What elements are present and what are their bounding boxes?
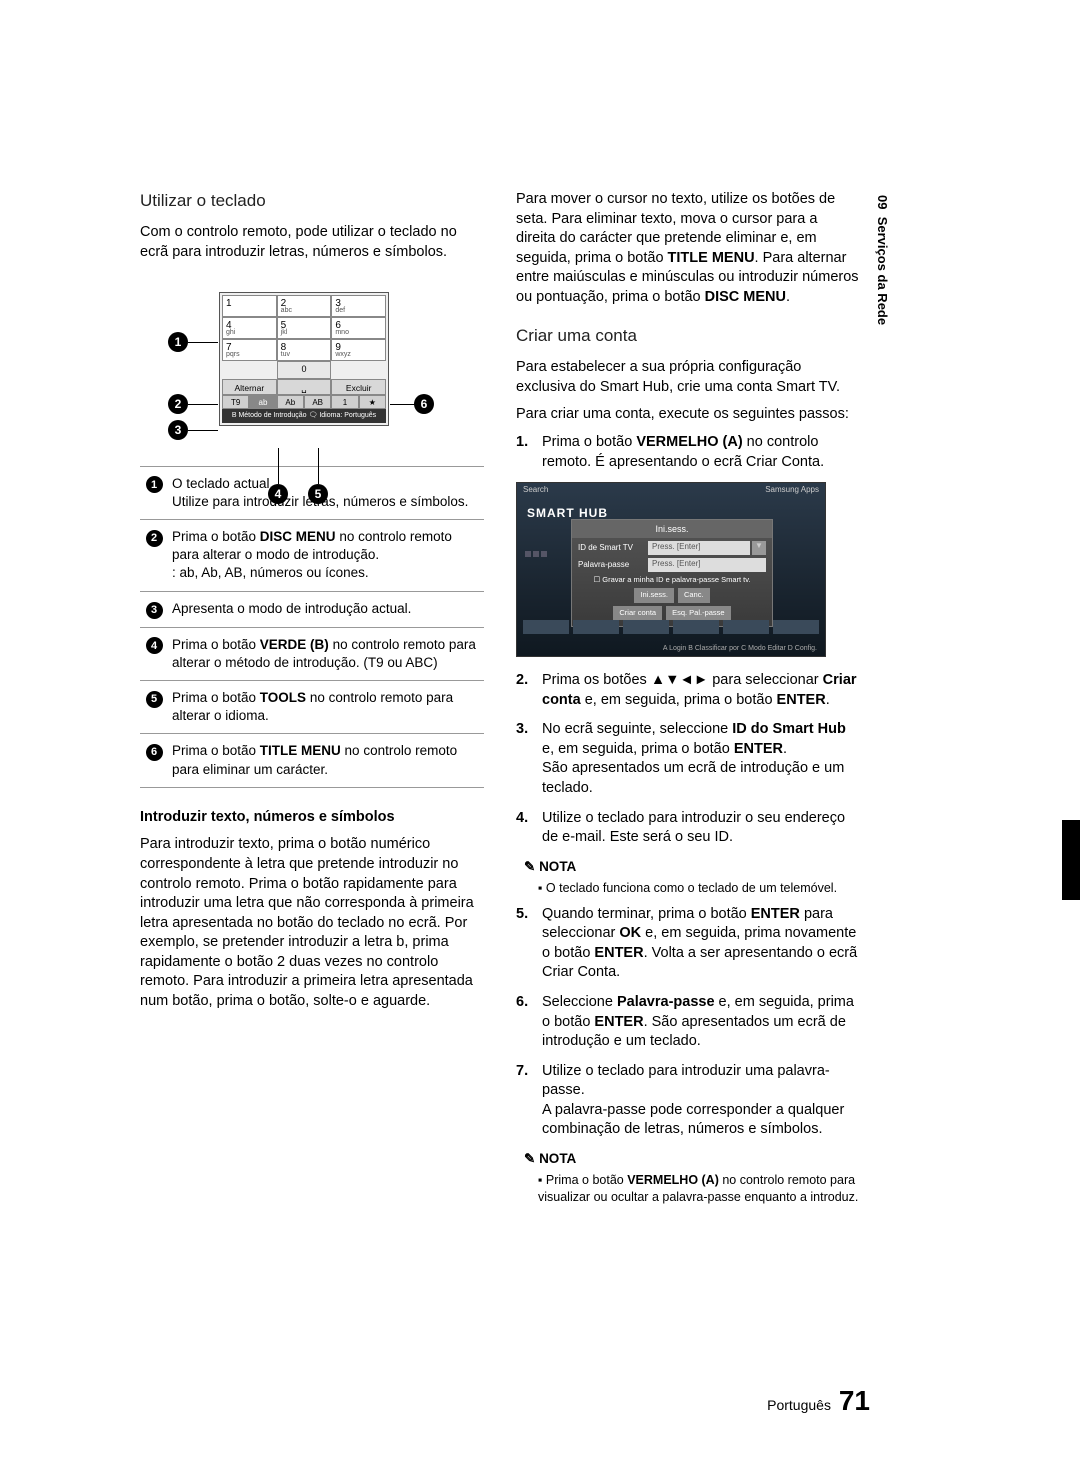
key-6: 6mno bbox=[331, 317, 386, 339]
callout-descriptions: 1O teclado actual.Utilize para introduzi… bbox=[140, 466, 484, 788]
callout-1: 1 bbox=[168, 332, 188, 352]
key-4: 4ghi bbox=[222, 317, 277, 339]
note-heading-2: NOTA bbox=[524, 1150, 860, 1168]
callout-5: 5 bbox=[308, 484, 328, 504]
key-1: 1 bbox=[222, 295, 277, 317]
callout-6: 6 bbox=[414, 394, 434, 414]
password-field: Press. [Enter] bbox=[648, 558, 766, 572]
keypad: 12abc3def4ghi5jkl6mno7pqrs8tuv9wxyz0 Alt… bbox=[219, 292, 389, 425]
left-column: Utilizar o teclado Com o controlo remoto… bbox=[140, 190, 484, 1214]
thumb-index-bar bbox=[1062, 820, 1080, 900]
create-account-button: Criar conta bbox=[613, 606, 662, 620]
steps-list-2: 2.Prima os botões ▲▼◄► para seleccionar … bbox=[516, 671, 860, 848]
cursor-paragraph: Para mover o cursor no texto, utilize os… bbox=[516, 190, 860, 307]
step-5.: 5.Quando terminar, prima o botão ENTER p… bbox=[516, 905, 860, 983]
account-intro-2: Para criar uma conta, execute os seguint… bbox=[516, 405, 860, 425]
key-7: 7pqrs bbox=[222, 339, 277, 361]
note-1: O teclado funciona como o teclado de um … bbox=[516, 880, 860, 897]
key-3: 3def bbox=[331, 295, 386, 317]
mode-★: ★ bbox=[359, 395, 386, 409]
step-7.: 7.Utilize o teclado para introduzir uma … bbox=[516, 1062, 860, 1140]
key-excluir: Excluir bbox=[331, 379, 386, 395]
desc-4: Prima o botão VERDE (B) no controlo remo… bbox=[168, 627, 484, 680]
step-1.: 1.Prima o botão VERMELHO (A) no controlo… bbox=[516, 433, 860, 472]
mode-T9: T9 bbox=[222, 395, 249, 409]
steps-list-1: 1.Prima o botão VERMELHO (A) no controlo… bbox=[516, 433, 860, 472]
key-8: 8tuv bbox=[277, 339, 332, 361]
mode-AB: AB bbox=[304, 395, 331, 409]
desc-3: Apresenta o modo de introdução actual. bbox=[168, 591, 484, 627]
forgot-password-button: Esq. Pal.-passe bbox=[666, 606, 731, 620]
steps-list-3: 5.Quando terminar, prima o botão ENTER p… bbox=[516, 905, 860, 1140]
key-0: 0 bbox=[277, 361, 332, 379]
note-2: Prima o botão VERMELHO (A) no controlo r… bbox=[516, 1172, 860, 1206]
mode-Ab: Ab bbox=[277, 395, 304, 409]
step-3.: 3.No ecrã seguinte, seleccione ID do Sma… bbox=[516, 720, 860, 798]
right-column: Para mover o cursor no texto, utilize os… bbox=[516, 190, 860, 1214]
key-alternar: Alternar bbox=[222, 379, 277, 395]
smarttv-id-field: Press. [Enter] bbox=[648, 541, 750, 555]
page-content: Utilizar o teclado Com o controlo remoto… bbox=[140, 190, 860, 1214]
heading-keyboard: Utilizar o teclado bbox=[140, 190, 484, 213]
callout-3: 3 bbox=[168, 420, 188, 440]
key-9: 9wxyz bbox=[331, 339, 386, 361]
chapter-tab: 09 Serviços da Rede bbox=[875, 195, 890, 325]
keyboard-intro: Com o controlo remoto, pode utilizar o t… bbox=[140, 223, 484, 262]
mode-ab: ab bbox=[249, 395, 276, 409]
login-button: Ini.sess. bbox=[634, 588, 674, 602]
login-modal: Ini.sess. ID de Smart TVPress. [Enter]▼ … bbox=[571, 519, 773, 627]
heading-input: Introduzir texto, números e símbolos bbox=[140, 808, 484, 828]
desc-2: Prima o botão DISC MENU no controlo remo… bbox=[168, 519, 484, 591]
smarthub-screenshot: SearchSamsung Apps SMART HUB Ini.sess. I… bbox=[516, 482, 826, 657]
callout-2: 2 bbox=[168, 394, 188, 414]
account-intro-1: Para estabelecer a sua própria configura… bbox=[516, 358, 860, 397]
heading-account: Criar uma conta bbox=[516, 325, 860, 348]
page-footer: Português 71 bbox=[767, 1385, 870, 1417]
desc-5: Prima o botão TOOLS no controlo remoto p… bbox=[168, 680, 484, 733]
keypad-bottombar: B Método de Introdução 🗨 Idioma: Portugu… bbox=[222, 409, 386, 422]
key-2: 2abc bbox=[277, 295, 332, 317]
key-space: ␣ bbox=[277, 379, 332, 395]
note-heading-1: NOTA bbox=[524, 858, 860, 876]
cancel-button: Canc. bbox=[678, 588, 710, 602]
input-paragraph: Para introduzir texto, prima o botão num… bbox=[140, 835, 484, 1011]
step-2.: 2.Prima os botões ▲▼◄► para seleccionar … bbox=[516, 671, 860, 710]
mode-1: 1 bbox=[331, 395, 358, 409]
keypad-figure: 12abc3def4ghi5jkl6mno7pqrs8tuv9wxyz0 Alt… bbox=[174, 292, 434, 425]
step-6.: 6.Seleccione Palavra-passe e, em seguida… bbox=[516, 993, 860, 1052]
step-4.: 4.Utilize o teclado para introduzir o se… bbox=[516, 809, 860, 848]
callout-4: 4 bbox=[268, 484, 288, 504]
key-5: 5jkl bbox=[277, 317, 332, 339]
desc-6: Prima o botão TITLE MENU no controlo rem… bbox=[168, 734, 484, 787]
